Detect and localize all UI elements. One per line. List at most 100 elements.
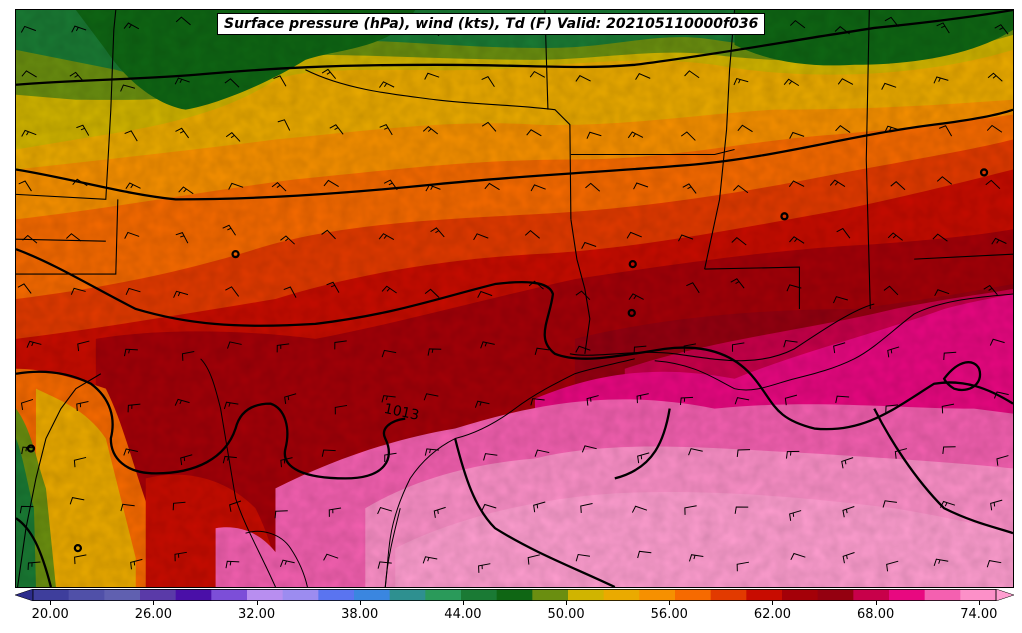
wind-barb [329, 124, 344, 135]
colorbar-swatch [603, 589, 640, 601]
colorbar-min-extension [15, 589, 34, 601]
wind-barb [734, 397, 750, 405]
wind-barb [378, 233, 395, 241]
wind-barb [991, 237, 1007, 245]
wind-barb [423, 393, 439, 401]
wind-barb [833, 342, 846, 354]
wind-barb [636, 393, 649, 404]
wind-barb [227, 341, 242, 349]
wind-barb [684, 505, 697, 515]
wind-barb [933, 76, 949, 84]
wind-barb [381, 349, 397, 358]
wind-barb [17, 283, 32, 294]
wind-barb [123, 448, 138, 456]
colorbar-swatch [568, 589, 605, 601]
wind-barb [580, 503, 593, 513]
wind-barb [686, 282, 700, 294]
wind-barb [985, 179, 1001, 190]
wind-barb [175, 127, 190, 139]
wind-barb [939, 500, 956, 508]
wind-barb [887, 346, 900, 358]
wind-barb [884, 125, 900, 133]
wind-barb [783, 340, 798, 348]
wind-barb [377, 506, 393, 515]
wind-barb [534, 449, 550, 457]
wind-barb [20, 25, 37, 33]
wind-barb [679, 396, 694, 405]
wind-barb [175, 232, 189, 244]
wind-barb [575, 290, 591, 301]
wind-barb [530, 184, 546, 192]
wind-barb [383, 179, 398, 191]
wind-barb [684, 70, 700, 79]
wind-barb [529, 70, 546, 78]
colorbar-tick-mark [462, 601, 464, 605]
wind-barb [784, 394, 798, 406]
colorbar-tick-label: 38.00 [341, 607, 379, 622]
wind-barb [836, 227, 851, 239]
wind-barb [26, 340, 42, 348]
wind-barb [986, 560, 1002, 568]
wind-barb [277, 119, 291, 131]
wind-barb [425, 184, 441, 192]
wind-barb [586, 131, 602, 139]
wind-barb [175, 16, 191, 26]
wind-barb [633, 345, 647, 355]
colorbar-tick-mark [256, 601, 258, 605]
wind-barb [326, 281, 340, 293]
colorbar [15, 589, 1014, 601]
wind-barb [882, 500, 897, 508]
wind-barb [894, 448, 908, 459]
wind-barb [835, 125, 851, 133]
wind-barb [996, 455, 1009, 466]
wind-barb [884, 16, 899, 28]
wind-barb [22, 234, 38, 244]
wind-barb [280, 559, 295, 567]
colorbar-swatches [15, 589, 1014, 601]
wind-barb [381, 285, 397, 294]
wind-barb [631, 505, 648, 513]
colorbar-swatch [782, 589, 819, 601]
wind-barb [125, 287, 141, 296]
wind-barb [424, 448, 439, 456]
wind-barb [938, 125, 953, 137]
map-title: Surface pressure (hPa), wind (kts), Td (… [217, 13, 766, 35]
colorbar-swatch [104, 589, 141, 601]
colorbar-swatch [140, 589, 177, 601]
colorbar-tick-mark [153, 601, 155, 605]
wind-barb [530, 398, 545, 406]
wind-barbs [17, 13, 1009, 573]
wind-barb [224, 78, 240, 88]
colorbar-swatch [425, 589, 462, 601]
colorbar-swatch [710, 589, 747, 601]
colorbar-swatch [639, 589, 676, 601]
wind-barb [422, 556, 438, 564]
colorbar-swatch [33, 589, 70, 601]
wind-barb [736, 449, 751, 458]
wind-barb [983, 284, 998, 296]
wind-barb [481, 503, 497, 512]
wind-barb [932, 233, 948, 242]
wind-barb [379, 81, 395, 88]
colorbar-tick-label: 74.00 [960, 607, 998, 622]
wind-barb [737, 124, 753, 133]
wind-barb [730, 278, 745, 289]
wind-barb [837, 78, 854, 85]
wind-barb [20, 398, 34, 410]
wind-barb [789, 20, 806, 29]
wind-barb [478, 563, 491, 573]
wind-barb [842, 552, 855, 564]
wind-barb [477, 290, 493, 298]
wind-barb [633, 182, 649, 190]
wind-barb [74, 554, 87, 565]
wind-barb [637, 550, 652, 559]
wind-barb [688, 554, 704, 562]
wind-barb [474, 400, 490, 408]
wind-barb [172, 501, 186, 511]
wind-barb [678, 234, 694, 242]
wind-barb [575, 345, 591, 353]
wind-barb [130, 558, 143, 570]
wind-barb [424, 72, 440, 80]
wind-barb [120, 503, 135, 512]
colorbar-tick-mark [875, 601, 877, 605]
